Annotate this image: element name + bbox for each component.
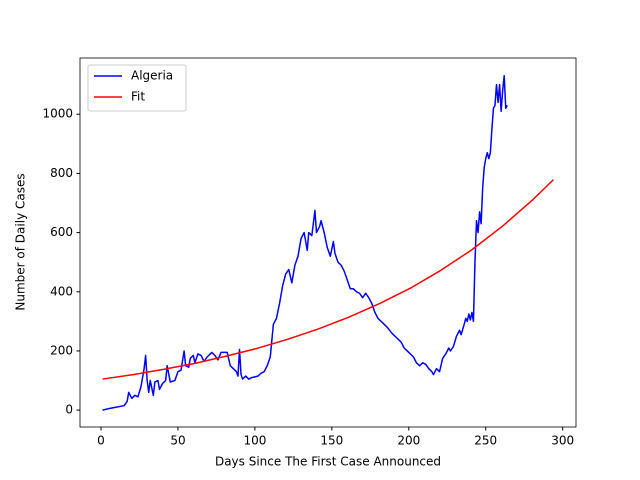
x-tick-label: 150: [320, 434, 343, 448]
data-line: [102, 75, 508, 411]
y-tick-label: 400: [50, 284, 73, 298]
x-tick-label: 0: [97, 434, 105, 448]
y-axis-label: Number of Daily Cases: [14, 173, 28, 310]
data-line: [102, 179, 554, 380]
x-tick-label: 100: [243, 434, 266, 448]
y-tick-label: 1000: [42, 107, 73, 121]
legend-label: Algeria: [131, 69, 173, 83]
x-axis-label: Days Since The First Case Announced: [215, 455, 441, 469]
y-tick-label: 0: [65, 403, 73, 417]
x-tick-label: 200: [397, 434, 420, 448]
legend-label: Fit: [131, 90, 145, 104]
x-tick-label: 50: [170, 434, 185, 448]
x-tick-label: 250: [474, 434, 497, 448]
y-tick-label: 200: [50, 343, 73, 357]
y-tick-label: 800: [50, 166, 73, 180]
y-tick-label: 600: [50, 225, 73, 239]
plot-frame: [79, 57, 577, 428]
x-tick-label: 300: [551, 434, 574, 448]
